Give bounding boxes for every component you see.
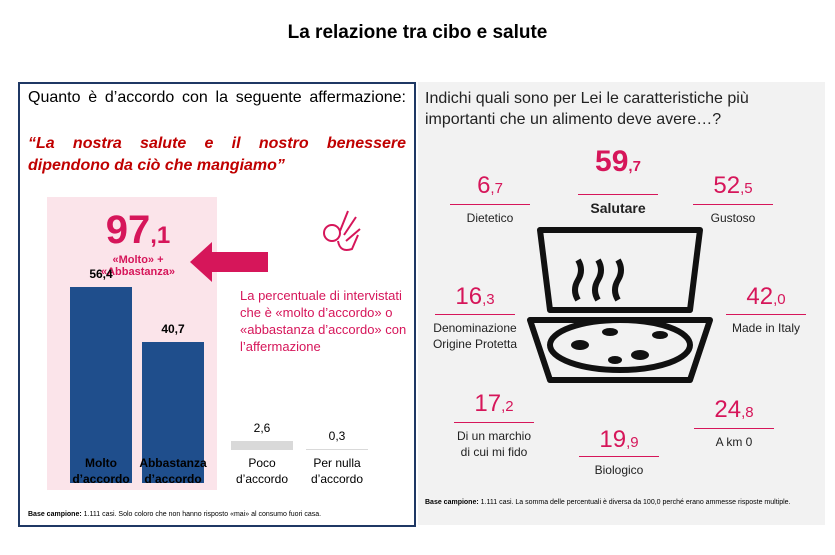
category-label: Per nulla d’accordo xyxy=(310,456,364,486)
right-panel xyxy=(418,82,825,525)
quote: “La nostra salute e il nostro benessere … xyxy=(28,135,406,174)
value-label: 56,4 xyxy=(89,267,113,281)
underline xyxy=(726,314,806,315)
bar xyxy=(306,448,368,450)
note: Base campione: 1.111 casi. Solo coloro c… xyxy=(28,511,408,518)
arrow xyxy=(190,242,268,282)
ok-icon xyxy=(323,210,361,251)
item-value: 52,5 xyxy=(713,172,753,199)
underline xyxy=(694,428,774,429)
question: Quanto è d’accordo con la seguente affer… xyxy=(28,89,406,106)
underline xyxy=(693,204,773,205)
description: La percentuale di intervistati che è «mo… xyxy=(240,288,407,354)
item-value: 59,7 xyxy=(595,145,641,178)
right-note-text: 1.111 casi. La somma delle percentuali è… xyxy=(480,499,791,506)
item-label: Dietetico xyxy=(466,211,514,225)
item-value: 42,0 xyxy=(746,283,786,310)
item-value: 16,3 xyxy=(455,283,495,310)
bar xyxy=(142,341,204,483)
underline xyxy=(450,204,530,205)
item-label: Di un marchio di cui mi fido xyxy=(456,429,532,459)
highlight-label: «Molto» + «Abbastanza» xyxy=(101,254,175,278)
value-label: 2,6 xyxy=(253,420,271,435)
right-note-label: Base campione: xyxy=(425,499,479,506)
item-value: 17,2 xyxy=(474,390,514,417)
underline xyxy=(578,194,658,195)
highlight-value: 97,1 xyxy=(105,208,171,252)
item-value: 6,7 xyxy=(477,172,503,199)
value-label: 0,3 xyxy=(328,428,346,443)
item-value: 19,9 xyxy=(599,426,639,453)
pizza-box-icon xyxy=(527,227,713,383)
category-label: Abbastanza d’accordo xyxy=(139,456,207,486)
item-value: 24,8 xyxy=(714,396,754,423)
left-panel xyxy=(18,82,416,527)
item-label: Salutare xyxy=(590,200,646,216)
right-note: Base campione: 1.111 casi. La somma dell… xyxy=(425,499,820,506)
item-label: Made in Italy xyxy=(731,321,801,335)
right-question: Indichi quali sono per Lei le caratteris… xyxy=(425,90,749,128)
item-label: A km 0 xyxy=(715,435,753,449)
category-label: Poco d’accordo xyxy=(235,456,289,486)
item-label: Gustoso xyxy=(710,211,756,225)
underline xyxy=(579,456,659,457)
title: La relazione tra cibo e salute xyxy=(287,22,548,43)
note-text: 1.111 casi. Solo coloro che non hanno ri… xyxy=(83,511,322,518)
category-label: Molto d’accordo xyxy=(72,456,130,486)
value-label: 40,7 xyxy=(161,321,185,336)
note-label: Base campione: xyxy=(28,511,82,518)
bar xyxy=(70,287,132,483)
item-label: Denominazione Origine Protetta xyxy=(432,321,518,351)
item-label: Biologico xyxy=(594,463,644,477)
bar xyxy=(231,440,293,450)
underline xyxy=(454,422,534,423)
underline xyxy=(435,314,515,315)
